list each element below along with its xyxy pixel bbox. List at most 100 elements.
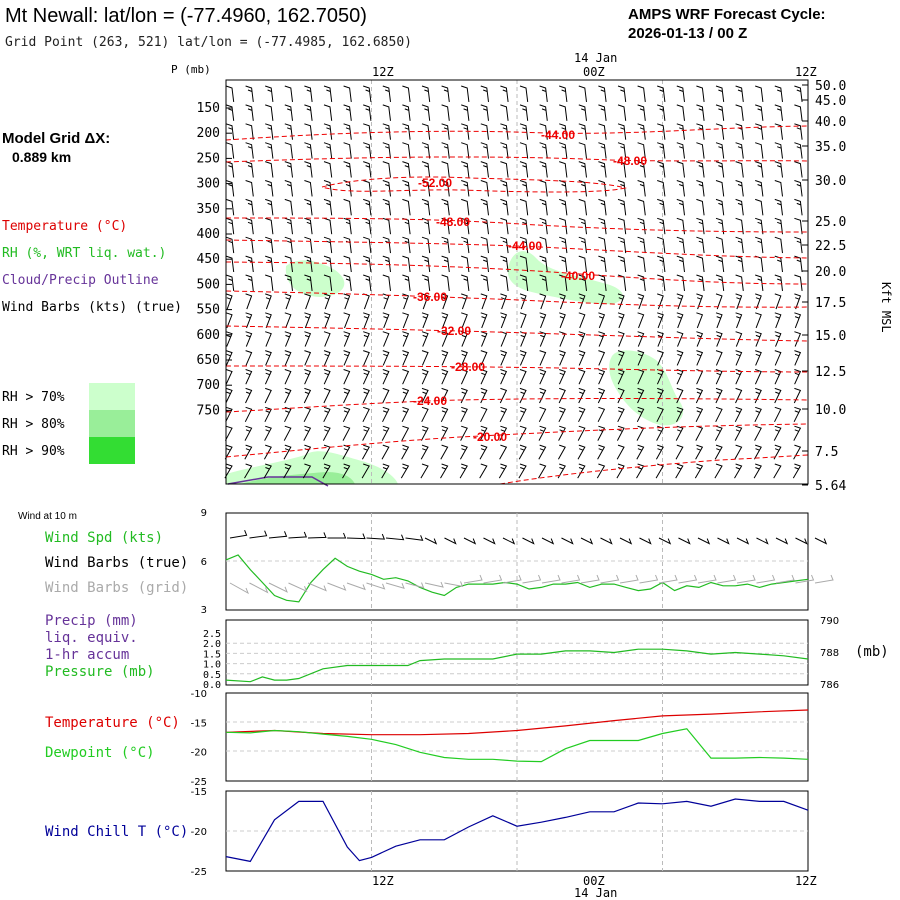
wind-barb-grid <box>444 581 464 588</box>
wind-barb <box>676 387 684 404</box>
wind-barb <box>382 85 391 102</box>
wind-barb <box>402 369 410 385</box>
wind-barb <box>519 274 529 291</box>
wind-barb <box>637 293 645 310</box>
legend-1hr-accum: 1-hr accum <box>45 647 129 663</box>
wind-barb <box>578 331 586 347</box>
wind-barb <box>245 293 253 310</box>
wind-barb <box>323 217 333 235</box>
wind-barb <box>245 387 253 404</box>
wind-barb <box>323 406 331 423</box>
wind-barb <box>323 142 333 159</box>
wind-barb <box>559 274 568 291</box>
rh-region <box>285 260 345 297</box>
wind-barb <box>657 104 666 121</box>
wind-barb <box>735 236 744 254</box>
wind-barb <box>402 331 410 347</box>
wind-barb <box>539 255 548 273</box>
legend-wind-chill: Wind Chill T (°C) <box>45 824 188 840</box>
wind-barb <box>559 123 568 140</box>
contour-label: -44.00 <box>508 239 542 253</box>
wind-barb <box>265 350 272 366</box>
wind-barb <box>382 104 391 121</box>
wind-barb <box>578 406 586 423</box>
wind-barb <box>557 463 566 479</box>
wind-barb <box>734 444 743 460</box>
wind-barb <box>715 104 725 121</box>
cross-section-axis-ticks: 150 200 250 300 350 400 450 500 550 600 650 700 750 5… <box>197 79 847 494</box>
wind-barb <box>421 331 429 347</box>
wind-barb <box>617 123 627 140</box>
wind-barb <box>676 350 684 366</box>
wind-barb <box>519 369 527 385</box>
wind-barb <box>361 463 370 479</box>
wind-barb <box>343 142 352 159</box>
wind-barb <box>734 425 743 441</box>
wind-barb <box>538 463 547 479</box>
wind-barb <box>480 161 489 178</box>
wind-barb <box>735 180 744 197</box>
wind-barb <box>617 161 627 178</box>
wind-barb <box>715 123 725 140</box>
wind-barb-true <box>541 537 555 545</box>
wind-barb <box>616 463 625 479</box>
wind-barb <box>676 198 685 216</box>
wind-barb <box>696 293 704 310</box>
top-date-label: 14 Jan <box>574 51 617 65</box>
contour-label: -32.00 <box>437 324 471 338</box>
legend-wind-speed: Wind Spd (kts) <box>45 530 163 546</box>
wind-barb <box>382 274 391 291</box>
wind-barb <box>715 274 725 291</box>
rh80-swatch <box>89 410 135 437</box>
wind-barb <box>617 331 625 347</box>
wind-barb <box>283 425 292 441</box>
wind-barb <box>715 387 723 404</box>
wind-barb <box>343 217 352 235</box>
wind-barb <box>421 104 431 121</box>
wind-barb-true <box>307 532 327 539</box>
legend-liq-equiv: liq. equiv. <box>45 630 138 646</box>
pressure-unit: (mb) <box>855 644 889 660</box>
wind-barb <box>559 293 566 310</box>
wind-barb-true <box>444 537 457 545</box>
wind-barb <box>794 236 803 254</box>
wind-barb <box>616 425 625 441</box>
wind-barb <box>735 274 744 291</box>
wind-barb <box>224 463 233 479</box>
wind-barb <box>421 350 429 366</box>
wind-barb-grid <box>288 582 308 593</box>
wind-barb <box>323 198 333 216</box>
wind-barb <box>696 198 705 216</box>
wind-barb <box>578 217 587 235</box>
wind-barb <box>559 198 568 216</box>
pressure-tick-label: 200 <box>197 126 220 141</box>
wind-barb <box>363 142 372 159</box>
wind-barb <box>421 85 431 102</box>
wind-barb <box>695 387 704 404</box>
wind-barb <box>343 331 351 347</box>
wind-barb <box>696 123 705 140</box>
wind-barb <box>421 312 429 329</box>
legend-temperature: Temperature (°C) <box>2 219 127 234</box>
wind-barb <box>559 255 568 273</box>
wind-barb <box>402 236 411 254</box>
wind-barb <box>774 161 783 178</box>
wind-barb <box>225 123 235 140</box>
wind-barb <box>597 406 606 423</box>
wind-barb <box>538 406 547 423</box>
wind-barb <box>755 104 764 121</box>
wind-barb <box>598 236 607 254</box>
wind-barb <box>461 104 470 121</box>
wind-barb <box>637 312 645 329</box>
wind-barb <box>284 255 293 273</box>
wind-barb-grid <box>249 582 269 594</box>
wind-barb <box>617 142 627 159</box>
wind-barb <box>500 331 508 347</box>
wind-barb <box>657 312 664 329</box>
wind-barb <box>598 180 607 197</box>
wind-barb <box>675 425 684 441</box>
wind-barb-grid <box>483 574 503 584</box>
height-tick-label: 35.0 <box>815 140 846 155</box>
wind-barb <box>755 274 764 291</box>
wind-barb <box>363 312 370 329</box>
